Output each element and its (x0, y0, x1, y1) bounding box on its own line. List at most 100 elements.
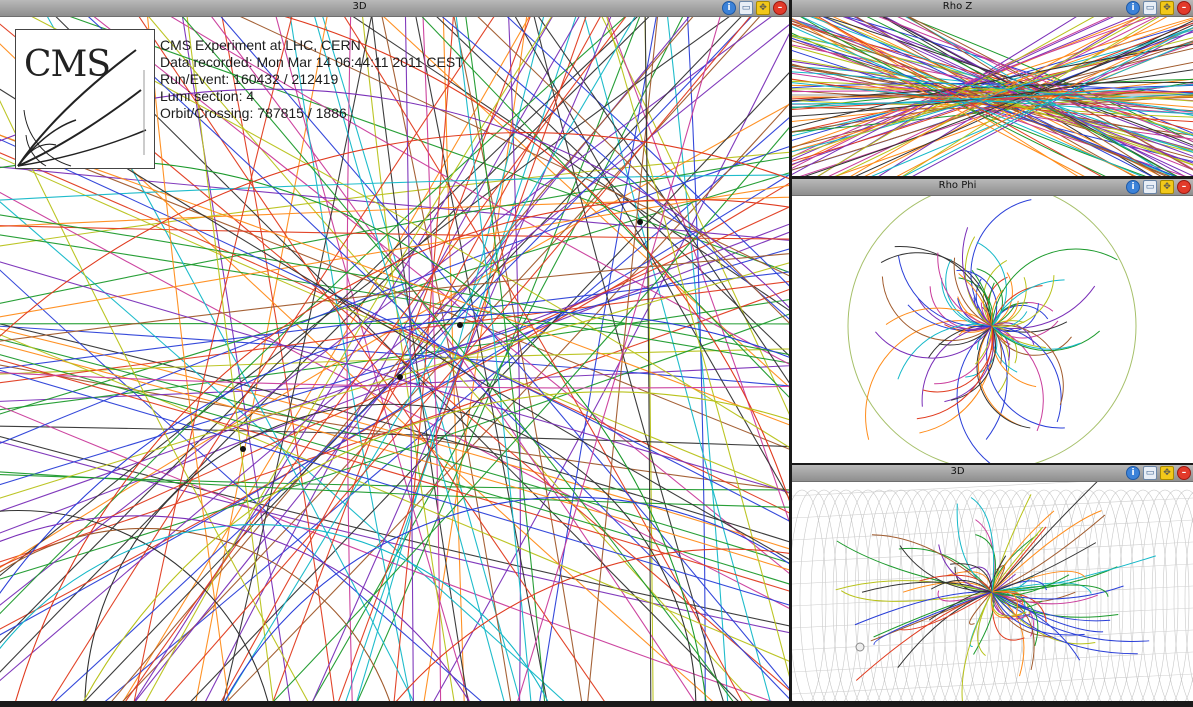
track-line (356, 17, 545, 701)
maximize-button[interactable]: ✥ (1160, 1, 1174, 15)
track-line (991, 510, 1055, 593)
window-icon: ▭ (1145, 3, 1155, 13)
track-curl (953, 257, 993, 327)
cylinder-ring (1096, 489, 1146, 701)
track-curl (991, 325, 1044, 432)
small-3d-view[interactable]: 3D i ▭ ✥ – (792, 465, 1193, 701)
track-line (453, 17, 583, 701)
track-arc (396, 548, 789, 701)
track-line (455, 17, 532, 701)
track-curl (982, 259, 1008, 327)
undock-button[interactable]: ▭ (1143, 466, 1157, 480)
track-line (220, 17, 789, 690)
cylinder-ring (1052, 489, 1102, 701)
track-line (991, 591, 1027, 617)
beam-spot (855, 642, 865, 652)
track-line (991, 542, 1097, 593)
track-line (897, 17, 1193, 170)
track-line (0, 334, 789, 662)
track-line (902, 17, 1160, 176)
track-line (533, 17, 724, 701)
track-line (0, 134, 789, 450)
track-line (0, 88, 789, 560)
track-curl (991, 272, 1013, 327)
maximize-button[interactable]: ✥ (1160, 466, 1174, 480)
undock-button[interactable]: ▭ (1143, 180, 1157, 194)
track-curl (922, 325, 994, 393)
rho-phi-canvas[interactable] (792, 196, 1193, 463)
rho-phi-title: Rho Phi (938, 180, 977, 191)
track-line (854, 20, 1193, 176)
track-line (422, 17, 442, 701)
cylinder-ring (810, 489, 860, 701)
track-arc (0, 88, 789, 309)
track-arc (0, 311, 789, 595)
track-line (0, 174, 789, 636)
rho-z-titlebar[interactable]: Rho Z i ▭ ✥ – (792, 0, 1193, 17)
track-line (991, 591, 1150, 642)
window-icon: ▭ (1145, 468, 1155, 478)
undock-button[interactable]: ▭ (1143, 1, 1157, 15)
rho-phi-view[interactable]: Rho Phi i ▭ ✥ – (792, 179, 1193, 463)
maximize-button[interactable]: ✥ (756, 1, 770, 15)
track-line (969, 591, 993, 625)
track-line (182, 17, 734, 701)
main-3d-view[interactable]: 3D i ▭ ✥ – CMS CMS Experiment at LHC, CE… (0, 0, 789, 701)
track-line (0, 151, 789, 247)
undock-button[interactable]: ▭ (739, 1, 753, 15)
cylinder-ring (997, 489, 1047, 701)
close-button[interactable]: – (1177, 180, 1191, 194)
track-curl (991, 248, 1118, 327)
rho-phi-titlebar[interactable]: Rho Phi i ▭ ✥ – (792, 179, 1193, 196)
cylinder-ring (854, 489, 904, 701)
track-line (0, 225, 789, 240)
cylinder-line (792, 482, 1079, 497)
small-3d-titlebar[interactable]: 3D i ▭ ✥ – (792, 465, 1193, 482)
track-line (991, 591, 1081, 661)
track-curl (991, 279, 1065, 327)
track-line (991, 590, 1018, 617)
detector-boundary (847, 196, 1137, 463)
info-button[interactable]: i (722, 1, 736, 15)
info-button[interactable]: i (1126, 180, 1140, 194)
main-3d-canvas[interactable] (0, 17, 789, 701)
close-button[interactable]: – (1177, 466, 1191, 480)
track-curl (974, 325, 993, 365)
track-line (164, 17, 751, 701)
rho-z-view[interactable]: Rho Z i ▭ ✥ – (792, 0, 1193, 176)
close-button[interactable]: – (1177, 1, 1191, 15)
track-line (956, 503, 993, 593)
track-curl (875, 325, 993, 359)
track-line (840, 590, 993, 602)
track-display (0, 17, 789, 701)
cylinder-ring (1118, 489, 1168, 701)
track-line (50, 17, 495, 701)
track-line (667, 17, 729, 701)
orbit-crossing-label: Orbit/Crossing: 787815 / 1886 (160, 105, 347, 121)
track-line (792, 26, 1143, 176)
info-button[interactable]: i (1126, 466, 1140, 480)
rho-phi-track-display (847, 196, 1137, 463)
cylinder-ring (931, 489, 981, 701)
track-line (0, 365, 789, 402)
cylinder-line (792, 629, 1193, 651)
info-button[interactable]: i (1126, 1, 1140, 15)
track-curl (894, 246, 993, 327)
track-curl (938, 325, 993, 346)
track-line (0, 471, 789, 508)
small-3d-canvas[interactable] (792, 482, 1193, 701)
track-curl (956, 325, 993, 463)
track-line (221, 17, 335, 701)
main-3d-titlebar[interactable]: 3D i ▭ ✥ – (0, 0, 789, 17)
close-button[interactable]: – (773, 1, 787, 15)
track-line (322, 17, 521, 701)
vertex-marker (240, 446, 246, 452)
track-line (991, 582, 1092, 594)
rho-z-canvas[interactable] (792, 17, 1193, 176)
track-line (0, 271, 789, 370)
track-line (792, 78, 1193, 123)
maximize-button[interactable]: ✥ (1160, 180, 1174, 194)
cms-logo: CMS (15, 29, 155, 169)
track-line (991, 591, 1035, 671)
track-line (0, 17, 650, 673)
